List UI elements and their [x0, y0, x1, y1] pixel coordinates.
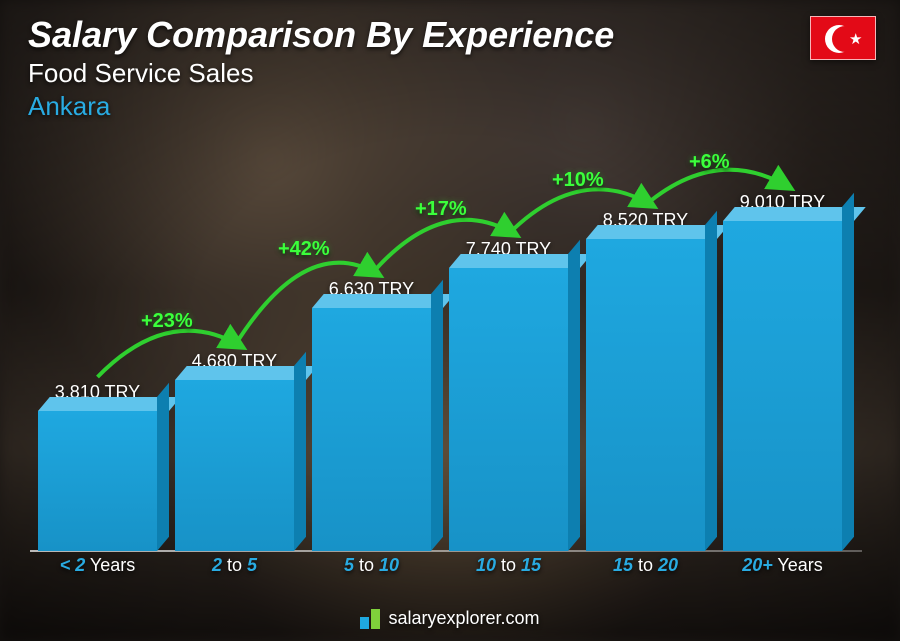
chart-location: Ankara	[28, 91, 872, 122]
bar: 6,630 TRY	[312, 279, 431, 551]
bar: 7,740 TRY	[449, 239, 568, 551]
bar: 3,810 TRY	[38, 382, 157, 551]
x-axis-labels: < 2 Years 2 to 5 5 to 10 10 to 15 15 to 20 20…	[30, 555, 850, 581]
growth-pct-label: +23%	[141, 310, 193, 333]
x-axis-label: 20+ Years	[723, 555, 842, 581]
bar: 9,010 TRY	[723, 192, 842, 551]
turkey-flag-icon: ★	[810, 16, 876, 60]
bar: 8,520 TRY	[586, 210, 705, 551]
growth-pct-label: +42%	[278, 238, 330, 261]
chart-subtitle: Food Service Sales	[28, 58, 872, 89]
x-axis-label: 15 to 20	[586, 555, 705, 581]
site-logo-icon	[360, 609, 380, 629]
growth-pct-label: +10%	[552, 169, 604, 192]
bar: 4,680 TRY	[175, 351, 294, 551]
footer: salaryexplorer.com	[0, 608, 900, 629]
growth-pct-label: +6%	[689, 151, 730, 174]
header: Salary Comparison By Experience Food Ser…	[28, 14, 872, 122]
bar-chart: 3,810 TRY4,680 TRY6,630 TRY7,740 TRY8,52…	[30, 160, 850, 581]
chart-title: Salary Comparison By Experience	[28, 14, 872, 56]
x-axis-label: 2 to 5	[175, 555, 294, 581]
x-axis-label: < 2 Years	[38, 555, 157, 581]
x-axis-label: 5 to 10	[312, 555, 431, 581]
site-name: salaryexplorer.com	[388, 608, 539, 629]
growth-pct-label: +17%	[415, 198, 467, 221]
x-axis-label: 10 to 15	[449, 555, 568, 581]
